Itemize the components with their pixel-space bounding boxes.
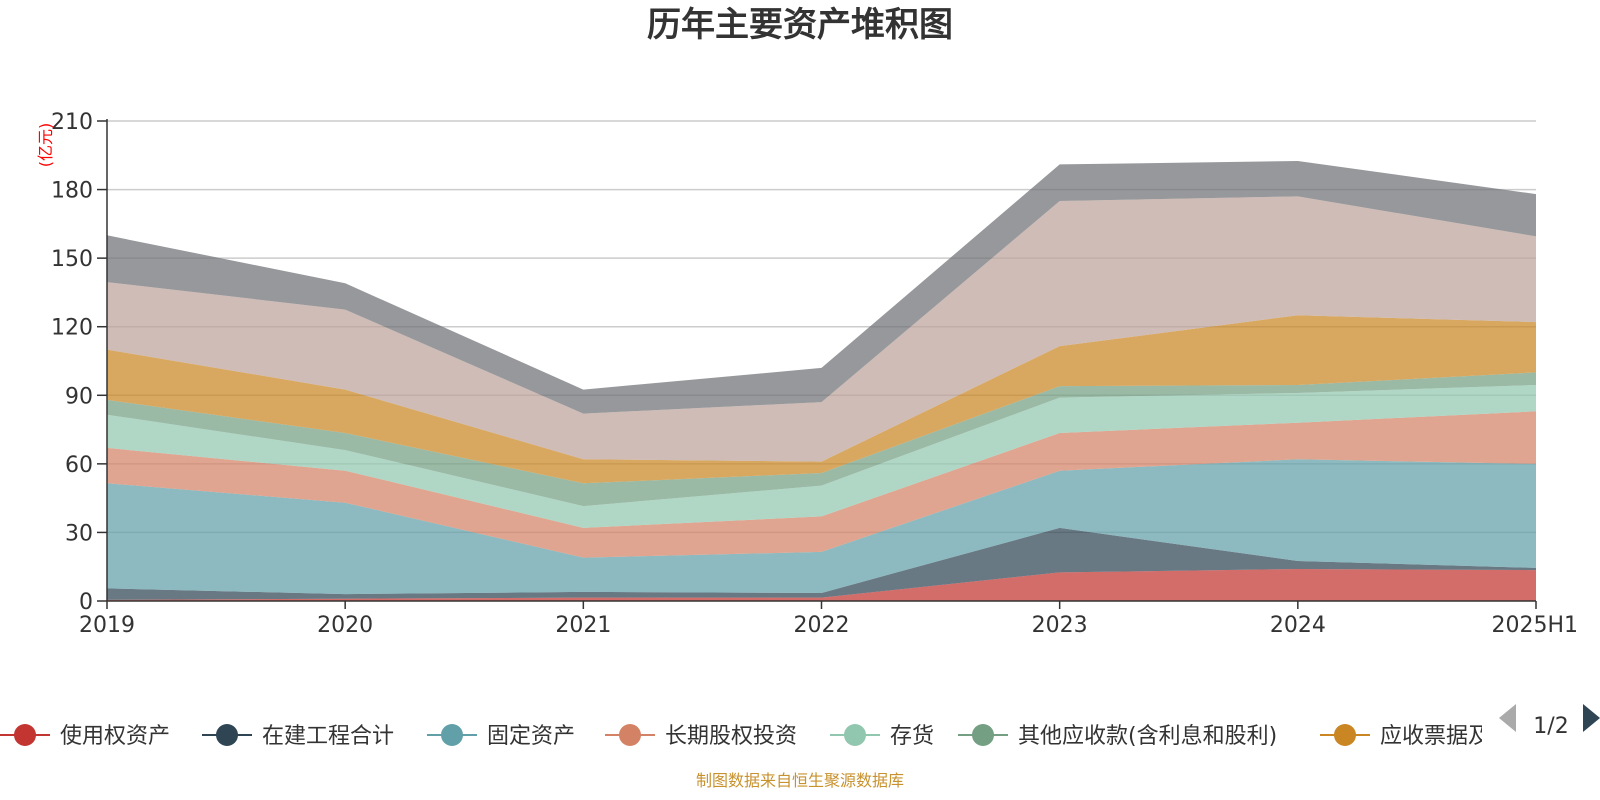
- area-series: [107, 196, 1536, 462]
- legend-marker: [619, 724, 641, 746]
- x-tick-label: 2023: [1032, 613, 1088, 638]
- x-tick-label: 2025H1: [1491, 613, 1578, 638]
- stacked-areas: [107, 161, 1536, 601]
- area-series: [107, 411, 1536, 558]
- chart-title: 历年主要资产堆积图: [647, 5, 953, 45]
- x-tick-label: 2022: [794, 613, 850, 638]
- legend-marker: [1334, 724, 1356, 746]
- y-tick-label: 180: [51, 179, 93, 204]
- area-series: [107, 161, 1536, 414]
- legend-marker: [14, 724, 36, 746]
- x-tick-label: 2019: [79, 613, 135, 638]
- legend-label: 固定资产: [487, 724, 575, 749]
- x-tick-label: 2024: [1270, 613, 1326, 638]
- x-tick-label: 2020: [317, 613, 373, 638]
- legend-label: 长期股权投资: [665, 724, 797, 749]
- legend-item[interactable]: 使用权资产: [0, 724, 170, 749]
- legend-marker: [844, 724, 866, 746]
- legend-item[interactable]: 存货: [830, 724, 934, 749]
- y-tick-label: 90: [65, 384, 93, 409]
- legend-item[interactable]: 应收票据及应收账款: [1320, 724, 1578, 749]
- legend-label: 在建工程合计: [262, 724, 394, 749]
- y-tick-label: 120: [51, 316, 93, 341]
- legend-marker: [972, 724, 994, 746]
- y-unit-label: (亿元): [36, 123, 55, 168]
- source-note: 制图数据来自恒生聚源数据库: [696, 771, 904, 790]
- legend-label: 使用权资产: [60, 724, 170, 749]
- y-tick-label: 30: [65, 521, 93, 546]
- legend-item[interactable]: 固定资产: [427, 724, 575, 749]
- x-tick-label: 2021: [555, 613, 611, 638]
- legend: 使用权资产 在建工程合计 固定资产 长期股权投资 存货 其他应收款(含利息和股利) 应收票据…: [0, 704, 1600, 749]
- y-tick-label: 150: [51, 247, 93, 272]
- legend-label: 存货: [890, 724, 934, 749]
- legend-item[interactable]: 在建工程合计: [202, 724, 394, 749]
- legend-item[interactable]: 其他应收款(含利息和股利): [958, 724, 1277, 749]
- legend-next-icon[interactable]: [1583, 704, 1600, 732]
- y-tick-label: 210: [51, 110, 93, 135]
- y-tick-label: 60: [65, 453, 93, 478]
- area-series: [107, 315, 1536, 484]
- legend-label: 其他应收款(含利息和股利): [1018, 724, 1277, 749]
- area-series: [107, 527, 1536, 600]
- legend-page-indicator: 1/2: [1533, 714, 1568, 739]
- y-tick-label: 0: [79, 590, 93, 615]
- area-series: [107, 385, 1536, 528]
- axes: 0 30 60 90 120 150 180 210 2019 2020 2021 2022 2023 2…: [51, 110, 1578, 638]
- area-series: [107, 459, 1536, 595]
- legend-item[interactable]: 长期股权投资: [605, 724, 797, 749]
- legend-prev-icon[interactable]: [1499, 704, 1516, 732]
- legend-label: 应收票据及应收账款: [1380, 724, 1578, 749]
- legend-marker: [216, 724, 238, 746]
- legend-marker: [441, 724, 463, 746]
- area-series: [107, 372, 1536, 507]
- area-series: [107, 569, 1536, 601]
